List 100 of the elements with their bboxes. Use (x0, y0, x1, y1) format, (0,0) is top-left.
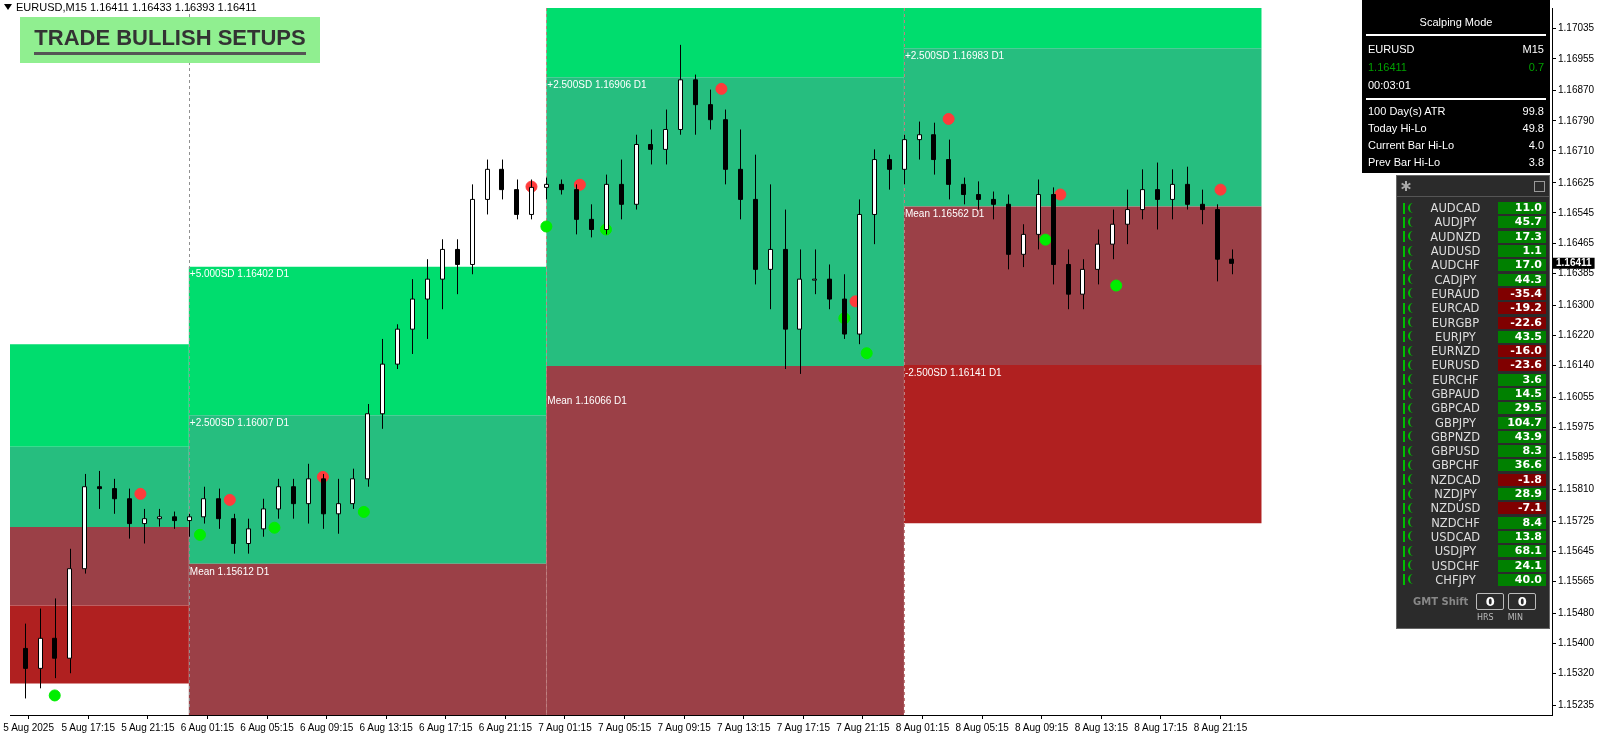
y-tick-label: 1.15645 (1558, 545, 1595, 557)
y-tick-label: 1.16300 (1558, 298, 1595, 310)
text: 40.0 (1514, 572, 1542, 586)
candlestick (887, 154, 892, 191)
text: 43.9 (1514, 429, 1542, 443)
candlestick (142, 508, 147, 545)
point (48, 689, 61, 702)
point (193, 528, 206, 541)
x-tick-label: 5 Aug 17:15 (61, 721, 116, 733)
y-tick-label: 1.17035 (1558, 22, 1595, 34)
point (540, 220, 553, 233)
point (715, 82, 728, 95)
category-label: CADJPY (1433, 272, 1478, 287)
candlestick (991, 191, 996, 220)
y-tick-label: 1.16790 (1558, 114, 1595, 126)
annotation: TRADE BULLISH SETUPS (34, 25, 306, 55)
text: 14.5 (1514, 387, 1542, 400)
text: 13.8 (1514, 529, 1542, 543)
text: 1.1 (1522, 244, 1542, 258)
annotation: GMT Shift (1413, 596, 1469, 608)
candlestick (1185, 166, 1190, 211)
annotation: Mean 1.15612 D1 (189, 565, 270, 577)
annotation: 0.7 (1528, 61, 1544, 73)
chart-title: EURUSD,M15 1.16411 1.16433 1.16393 1.16411 (16, 1, 257, 13)
candlestick (544, 177, 549, 200)
category-label: AUDCAD (1429, 201, 1482, 216)
x-tick-label: 8 Aug 21:15 (1193, 721, 1248, 733)
candlestick (1140, 168, 1145, 220)
text: 3.8 (1528, 155, 1544, 168)
category-label: GBPAUD (1430, 387, 1481, 401)
candlestick (1110, 209, 1115, 260)
y-tick-label: 1.16955 (1558, 52, 1595, 64)
annotation: 0 (1508, 593, 1537, 611)
category-label: GBPUSD (1430, 444, 1481, 459)
candlestick (589, 203, 594, 238)
text: 44.3 (1514, 272, 1542, 286)
y-tick-label: 1.16220 (1558, 328, 1595, 340)
point (1214, 183, 1227, 196)
text: 24.1 (1514, 558, 1542, 572)
candlestick (1125, 189, 1130, 245)
point (1054, 188, 1067, 201)
candlestick (425, 258, 430, 340)
y-tick-label: 1.16870 (1558, 84, 1595, 96)
text: 1.16411 (1556, 257, 1593, 269)
candlestick (1155, 162, 1160, 230)
point (268, 521, 281, 534)
candlestick (52, 597, 57, 679)
text: -22.6 (1510, 315, 1542, 329)
annotation: +2.500SD 1.16983 D1 (904, 49, 1005, 61)
category-label: 100 Day(s) ATR (1368, 104, 1446, 117)
annotation: +5.000SD 1.16402 D1 (189, 268, 290, 280)
category-label: AUDUSD (1429, 244, 1482, 259)
annotation: MIN (1507, 613, 1523, 623)
candlestick (768, 183, 773, 310)
category-label: EURUSD (1430, 358, 1481, 373)
category-label: USDJPY (1433, 544, 1478, 559)
y-tick-label: 1.15895 (1558, 451, 1595, 463)
candlestick (246, 518, 251, 555)
text: -23.6 (1510, 358, 1542, 372)
text: 43.5 (1514, 329, 1542, 343)
text: 8.4 (1522, 515, 1542, 529)
candlestick (648, 128, 653, 165)
x-tick-label: 7 Aug 09:15 (657, 721, 712, 733)
x-tick-label: 8 Aug 01:15 (895, 721, 950, 733)
text: 17.0 (1514, 258, 1542, 272)
candlestick (1170, 168, 1175, 220)
x-tick-label: 7 Aug 05:15 (597, 721, 652, 733)
y-tick-label: 1.15565 (1558, 575, 1595, 587)
candlestick (961, 177, 966, 205)
y-tick-label: 1.15400 (1558, 637, 1595, 649)
text: 104.7 (1507, 415, 1542, 429)
x-tick-label: 6 Aug 13:15 (359, 721, 414, 733)
text: 99.8 (1522, 104, 1544, 117)
annotation: 1.16411 (1368, 61, 1407, 73)
x-tick-label: 8 Aug 09:15 (1015, 721, 1069, 733)
category-label: NZDCHF (1430, 515, 1481, 530)
text: 45.7 (1514, 215, 1542, 229)
x-tick-label: 6 Aug 17:15 (419, 721, 473, 733)
annotation: HRS (1477, 613, 1494, 623)
y-tick-label: 1.16710 (1558, 144, 1595, 156)
y-tick-label: 1.15725 (1558, 515, 1595, 527)
candlestick (336, 478, 341, 535)
category-label: GBPNZD (1429, 429, 1482, 444)
annotation: Mean 1.16066 D1 (547, 394, 628, 406)
category-label: CHFJPY (1434, 572, 1477, 587)
point (1110, 279, 1123, 292)
candlestick (97, 470, 102, 510)
category-label: GBPJPY (1434, 415, 1477, 430)
annotation: 00:03:01 (1368, 79, 1411, 91)
candlestick (216, 488, 221, 530)
category-label: Current Bar Hi-Lo (1368, 138, 1455, 151)
text: 68.1 (1514, 544, 1542, 558)
category-label: EURCHF (1431, 372, 1480, 387)
candlestick (812, 248, 817, 295)
candlestick (455, 238, 460, 295)
text: -1.8 (1517, 472, 1542, 486)
text: -19.2 (1510, 301, 1542, 315)
text: -7.1 (1517, 501, 1542, 515)
point (573, 178, 586, 191)
category-label: EURAUD (1430, 286, 1481, 301)
